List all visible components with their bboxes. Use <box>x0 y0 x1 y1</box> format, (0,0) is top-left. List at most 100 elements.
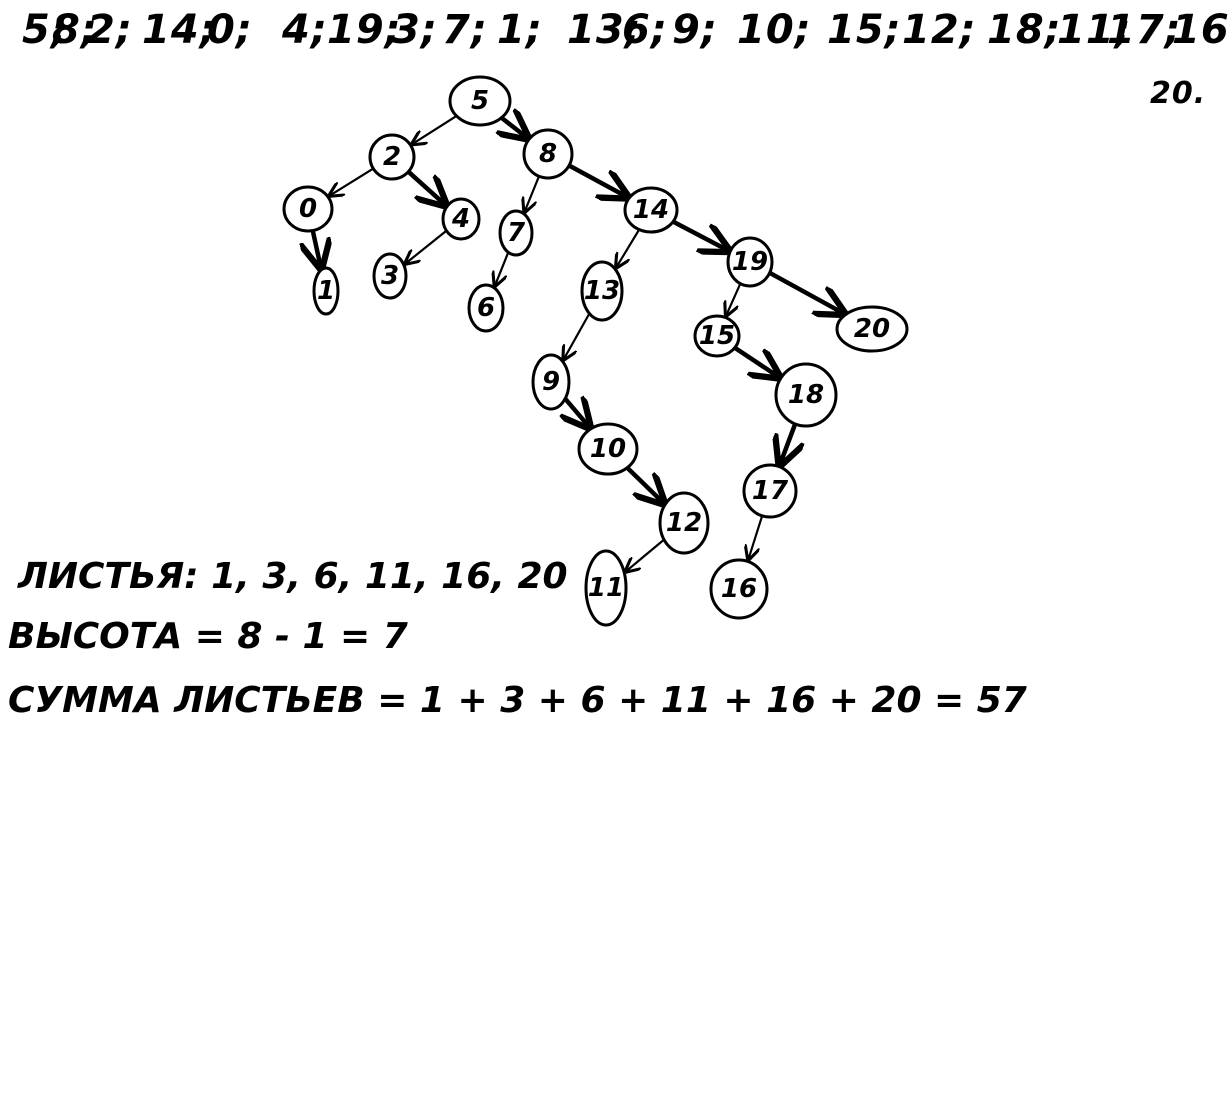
edge-12-to-11 <box>626 538 665 572</box>
sequence-item: 12; <box>902 7 977 53</box>
tree-node-7: 7 <box>498 209 534 257</box>
node-circle <box>441 197 481 241</box>
edge-5-to-8 <box>501 118 527 138</box>
sequence-item: 5; <box>22 7 68 53</box>
sequence-item: 4; <box>282 7 328 53</box>
tree-node-13: 13 <box>580 260 624 322</box>
node-circle <box>709 558 769 620</box>
node-circle <box>312 266 340 316</box>
tree-node-19: 19 <box>726 236 774 288</box>
node-label: 19 <box>732 247 768 277</box>
node-circle <box>372 252 408 300</box>
node-circle <box>467 283 505 333</box>
node-label: 3 <box>381 261 399 291</box>
input-sequence: 5; 8; 2; 14; 0; 4; 19; 3; 7; 1; 13; 6; 9; 10; 15; 12; 18… <box>22 6 1228 116</box>
node-label: 1 <box>317 276 335 306</box>
sequence-item: 14; <box>142 7 217 53</box>
sequence-item: 16; <box>1172 7 1228 53</box>
edge-7-to-6 <box>495 251 510 286</box>
node-label: 4 <box>451 204 470 234</box>
edge-4-to-3 <box>405 229 448 264</box>
sequence-item: 13; <box>567 7 642 53</box>
sequence-item: 19; <box>327 7 402 53</box>
sequence-item: 7; <box>442 7 488 53</box>
tree-node-0: 0 <box>282 185 334 233</box>
edge-10-to-12 <box>625 466 663 503</box>
leaf-sum-note: СУММА ЛИСТЬЕВ = 1 + 3 + 6 + 11 + 16 + 20… <box>8 680 1027 721</box>
node-circle <box>282 185 334 233</box>
node-circle <box>448 75 512 127</box>
sequence-item: 11; <box>1057 7 1132 53</box>
node-label: 17 <box>752 476 789 506</box>
edge-8-to-7 <box>525 175 541 212</box>
leaves-note: ЛИСТЬЯ: 1, 3, 6, 11, 16, 20 <box>18 556 568 597</box>
node-label: 18 <box>788 380 824 410</box>
height-note: ВЫСОТА = 8 - 1 = 7 <box>8 616 408 657</box>
sequence-item: 15; <box>827 7 902 53</box>
node-label: 0 <box>299 194 317 224</box>
sequence-item: 10; <box>737 7 812 53</box>
node-label: 14 <box>633 195 669 225</box>
tree-node-12: 12 <box>658 491 710 555</box>
tree-node-16: 16 <box>709 558 769 620</box>
node-label: 2 <box>383 142 401 172</box>
edge-19-to-20 <box>768 270 844 314</box>
node-circle <box>522 128 574 180</box>
node-circle <box>577 422 639 476</box>
tree-node-3: 3 <box>372 252 408 300</box>
node-circle <box>531 353 571 411</box>
sequence-item: 9; <box>672 7 718 53</box>
node-circle <box>580 260 624 322</box>
node-circle <box>742 463 798 519</box>
sequence-item: 18; <box>987 7 1062 53</box>
node-circle <box>584 549 628 627</box>
edge-17-to-16 <box>748 515 764 560</box>
node-label: 9 <box>542 367 560 397</box>
sequence-item: 6; <box>622 7 668 53</box>
tree-node-1: 1 <box>312 266 340 316</box>
node-label: 8 <box>539 139 557 169</box>
tree-node-9: 9 <box>531 353 571 411</box>
edge-2-to-4 <box>406 170 445 205</box>
tree-node-17: 17 <box>742 463 798 519</box>
tree-node-6: 6 <box>467 283 505 333</box>
node-label: 5 <box>471 86 489 116</box>
node-label: 16 <box>721 574 757 604</box>
edge-18-to-17 <box>780 423 795 465</box>
edge-15-to-18 <box>733 345 779 377</box>
node-circle <box>623 186 679 234</box>
node-circle <box>774 362 838 428</box>
tree-node-10: 10 <box>577 422 639 476</box>
sequence-item: 3; <box>392 7 438 53</box>
edge-0-to-1 <box>313 230 321 268</box>
node-circle <box>368 133 416 181</box>
tree-node-15: 15 <box>693 314 741 358</box>
tree-node-2: 2 <box>368 133 416 181</box>
edge-8-to-14 <box>568 163 627 197</box>
node-circle <box>498 209 534 257</box>
tree-node-8: 8 <box>522 128 574 180</box>
sequence-item: 8; <box>52 7 98 53</box>
node-circle <box>726 236 774 288</box>
edges-layer <box>313 116 844 572</box>
tree-node-5: 5 <box>448 75 512 127</box>
tree-node-11: 11 <box>584 549 628 627</box>
tree-node-14: 14 <box>623 186 679 234</box>
node-label: 20 <box>854 314 890 344</box>
edge-2-to-0 <box>330 167 374 196</box>
edge-14-to-13 <box>616 229 641 268</box>
node-circle <box>835 305 909 353</box>
node-label: 6 <box>477 293 495 323</box>
sequence-item: 1; <box>497 7 543 53</box>
node-label: 12 <box>666 508 702 538</box>
edge-13-to-9 <box>564 312 591 360</box>
tree-node-4: 4 <box>441 197 481 241</box>
tree-node-18: 18 <box>774 362 838 428</box>
node-label: 7 <box>507 218 526 248</box>
sequence-item: 17; <box>1107 7 1182 53</box>
edge-9-to-10 <box>565 399 589 428</box>
sequence-item: 0; <box>207 7 253 53</box>
node-label: 13 <box>584 276 620 306</box>
